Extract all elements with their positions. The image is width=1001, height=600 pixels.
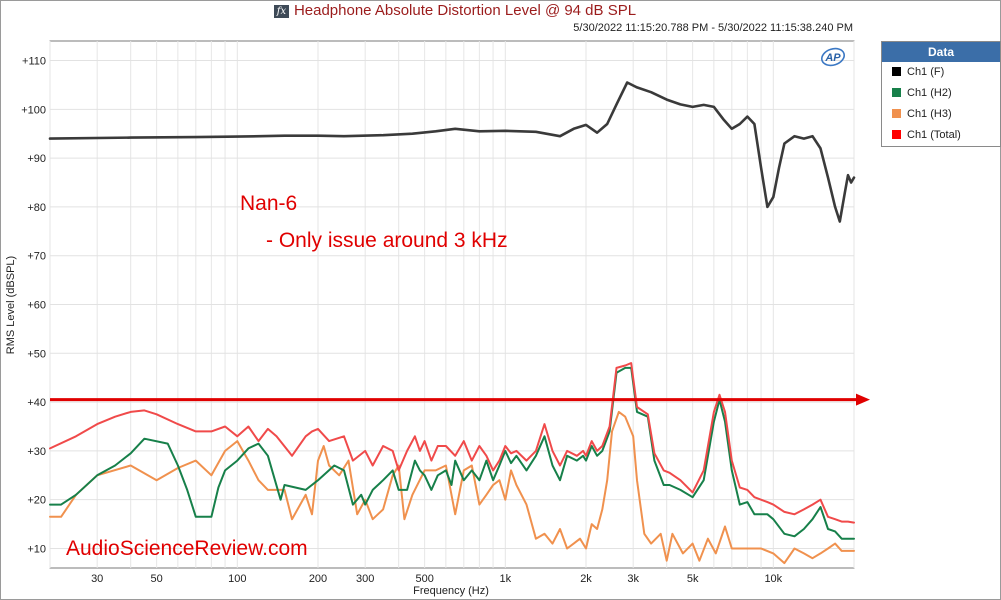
y-tick-labels: +10 +20 +30 +40 +50 +60 +70 +80 +90 +100 +110 — [21, 56, 46, 556]
y-tick-label: +70 — [27, 251, 46, 263]
ap-logo-text: AP — [824, 52, 841, 64]
annotation-model: Nan-6 — [240, 192, 297, 215]
legend-label: Ch1 (F) — [907, 66, 945, 78]
chart-title: fx Headphone Absolute Distortion Level @ … — [0, 2, 910, 19]
y-tick-label: +20 — [27, 495, 46, 507]
data-series — [48, 81, 856, 565]
legend-label: Ch1 (H2) — [907, 87, 952, 99]
y-tick-label: +30 — [27, 446, 46, 458]
reference-line-group — [50, 393, 870, 406]
reference-arrow-icon — [856, 393, 870, 406]
y-tick-label: +100 — [21, 104, 46, 116]
y-tick-label: +60 — [27, 300, 46, 312]
legend-swatch — [892, 130, 901, 139]
legend-swatch — [892, 109, 901, 118]
x-tick-label: 200 — [309, 573, 327, 585]
y-tick-label: +110 — [22, 56, 46, 68]
series-line-1 — [49, 366, 855, 540]
chart-title-text: Headphone Absolute Distortion Level @ 94… — [293, 2, 637, 19]
x-tick-label: 50 — [151, 573, 163, 585]
chart-subtitle: 5/30/2022 11:15:20.788 PM - 5/30/2022 11… — [573, 22, 853, 34]
legend-panel: Data Ch1 (F) Ch1 (H2) Ch1 (H3) Ch1 (Tota… — [881, 41, 1001, 147]
x-tick-label: 5k — [687, 573, 699, 585]
grid-lines — [49, 41, 855, 568]
annotation-note: - Only issue around 3 kHz — [266, 229, 508, 252]
x-tick-label: 1k — [500, 573, 512, 585]
legend-item-h2[interactable]: Ch1 (H2) — [882, 83, 1000, 104]
series-line-0 — [48, 81, 856, 223]
y-tick-label: +50 — [27, 348, 46, 360]
x-tick-label: 300 — [356, 573, 374, 585]
legend-swatch — [892, 88, 901, 97]
x-tick-label: 2k — [580, 573, 592, 585]
watermark: AudioScienceReview.com — [66, 537, 308, 560]
legend-label: Ch1 (Total) — [907, 129, 961, 141]
legend-item-h3[interactable]: Ch1 (H3) — [882, 104, 1000, 125]
legend-item-f[interactable]: Ch1 (F) — [882, 62, 1000, 83]
legend-item-total[interactable]: Ch1 (Total) — [882, 125, 1000, 146]
ap-logo-icon: AP — [820, 47, 846, 67]
y-tick-label: +40 — [27, 397, 46, 409]
legend-swatch — [892, 67, 901, 76]
x-tick-label: 500 — [415, 573, 433, 585]
x-tick-label: 3k — [627, 573, 639, 585]
x-tick-labels: 30 50 100 200 300 500 1k 2k 3k 5k 10k — [91, 573, 783, 585]
y-tick-label: +80 — [27, 202, 46, 214]
x-axis-label: Frequency (Hz) — [413, 585, 489, 597]
series-line-2 — [49, 410, 855, 565]
x-tick-label: 10k — [764, 573, 782, 585]
y-tick-label: +90 — [27, 153, 46, 165]
y-axis-label: RMS Level (dBSPL) — [5, 256, 17, 354]
legend-label: Ch1 (H3) — [907, 108, 952, 120]
x-tick-label: 30 — [91, 573, 103, 585]
x-tick-label: 100 — [228, 573, 246, 585]
series-line-3 — [49, 362, 855, 524]
y-tick-label: +10 — [27, 543, 46, 555]
fx-icon[interactable]: fx — [273, 5, 289, 18]
legend-title: Data — [882, 42, 1000, 62]
